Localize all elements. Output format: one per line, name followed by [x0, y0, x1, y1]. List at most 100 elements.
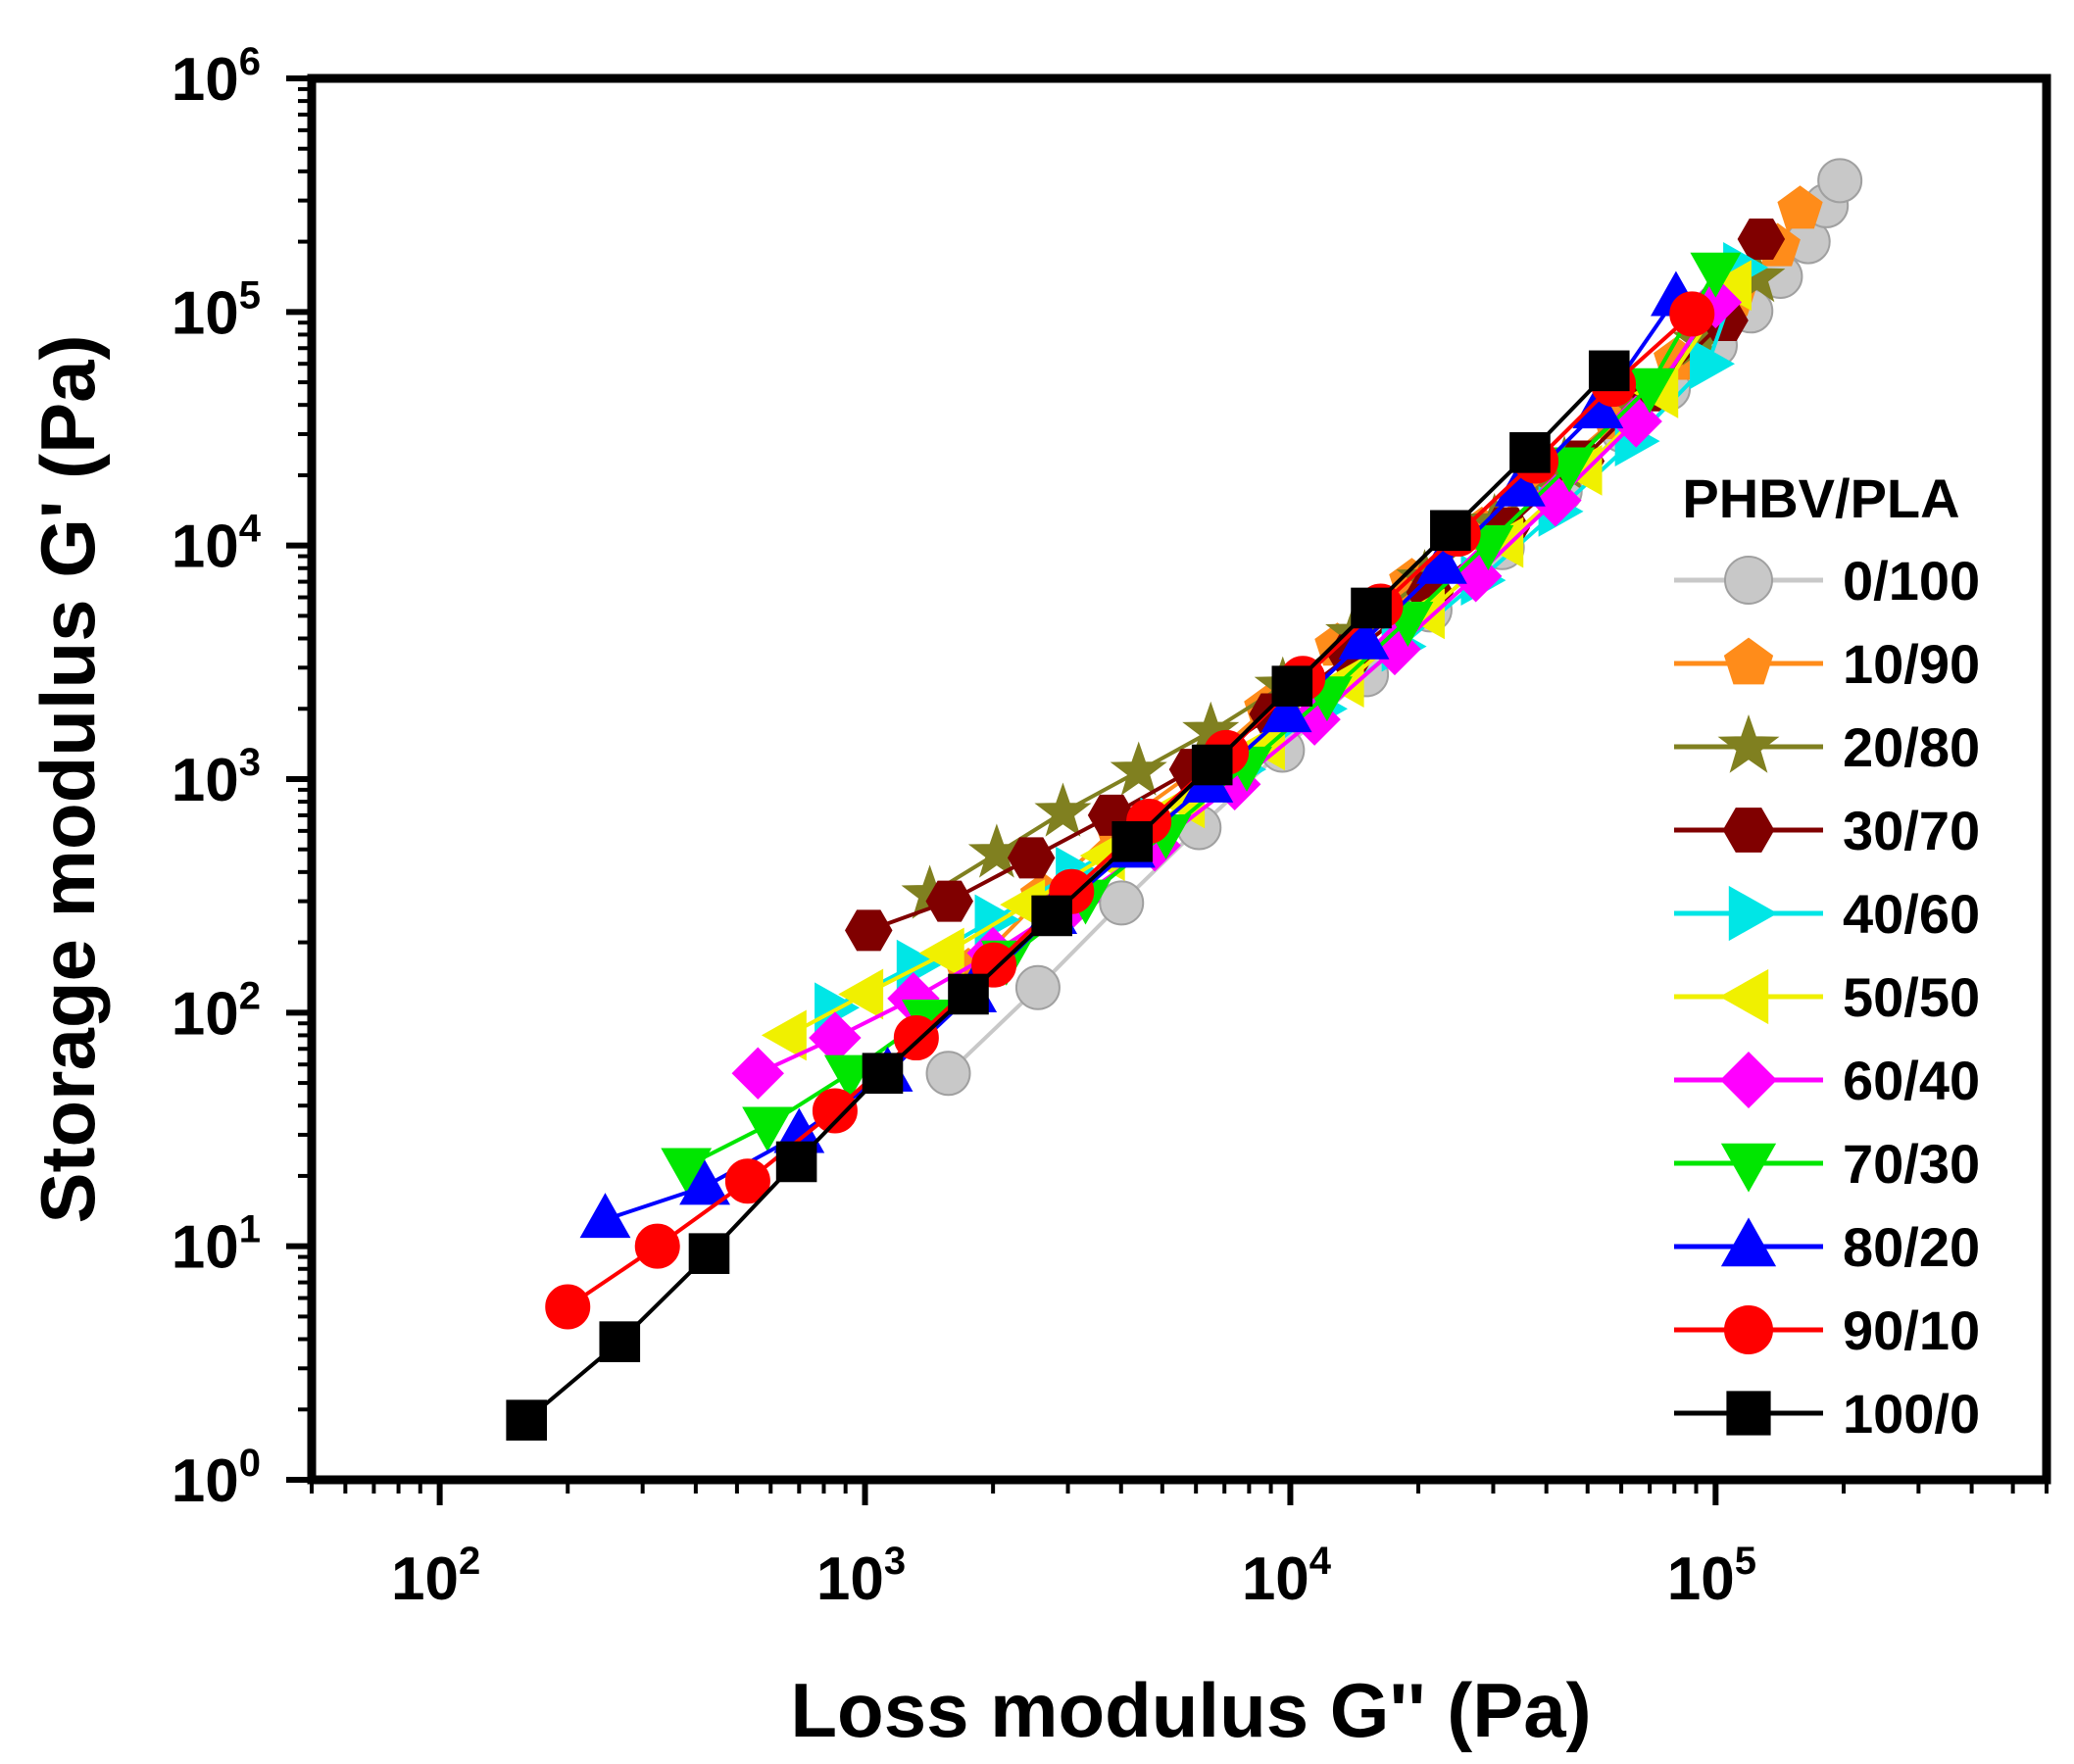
legend-swatch-marker [1720, 1143, 1777, 1193]
series-100-0-point [1351, 587, 1392, 629]
x-tick-label-base: 10 [816, 1545, 884, 1613]
legend-label: 80/20 [1843, 1216, 1980, 1278]
y-tick-label-base: 10 [172, 980, 239, 1048]
legend-swatch-marker [1722, 808, 1775, 853]
x-tick-label-exponent: 5 [1735, 1540, 1756, 1583]
series-100-0-point [1509, 432, 1551, 473]
legend-item-40-60: 40/60 [1674, 883, 1980, 945]
legend-title: PHBV/PLA [1682, 467, 1959, 529]
y-tick-label-base: 10 [172, 747, 239, 814]
series-40-60-point [1690, 338, 1735, 390]
y-tick-label: 102 [172, 974, 261, 1048]
legend-label: 0/100 [1843, 550, 1980, 612]
legend-label: 70/30 [1843, 1133, 1980, 1195]
legend-item-90-10: 90/10 [1674, 1299, 1980, 1361]
series-90-10-point [724, 1158, 770, 1204]
legend-item-70-30: 70/30 [1674, 1133, 1980, 1195]
legend-item-10-90: 10/90 [1674, 633, 1980, 695]
legend-item-50-50: 50/50 [1674, 966, 1980, 1028]
series-60-40-point [731, 1047, 784, 1100]
legend-items: 0/100 10/90 20/80 30/70 40/60 50/50 60/40 70/30… [1674, 550, 1980, 1445]
series-100-0-point [1271, 665, 1313, 707]
y-tick-label-exponent: 3 [239, 741, 261, 784]
series-30-70-point [925, 880, 973, 922]
y-tick-label: 103 [172, 741, 261, 814]
series-30-70-point [1007, 837, 1056, 879]
legend-swatch-marker [1717, 713, 1780, 773]
series-30-70-point [845, 909, 893, 952]
legend-item-80-20: 80/20 [1674, 1216, 1980, 1278]
series-80-20-point [579, 1193, 631, 1239]
x-tick-label: 105 [1667, 1540, 1756, 1613]
x-tick-label-base: 10 [391, 1545, 459, 1613]
y-tick-label-base: 10 [172, 279, 239, 347]
series-90-10-point [634, 1223, 680, 1269]
series-20-80-point [1110, 741, 1167, 796]
y-tick-label-exponent: 2 [239, 974, 261, 1017]
series-70-30-point [661, 1148, 713, 1194]
legend-label: 20/80 [1843, 716, 1980, 778]
legend-item-0-100: 0/100 [1674, 550, 1980, 612]
series-100-0-point [506, 1399, 547, 1441]
legend-label: 100/0 [1843, 1383, 1980, 1445]
legend-label: 10/90 [1843, 633, 1980, 695]
legend-swatch-marker [1723, 637, 1774, 685]
series-100-0-point [599, 1321, 641, 1362]
legend-item-60-40: 60/40 [1674, 1050, 1980, 1111]
series-100-0-point [1031, 895, 1072, 937]
legend-swatch-marker [1719, 968, 1769, 1025]
legend-swatch-marker [1726, 1391, 1771, 1436]
series-0-100-point [1817, 158, 1863, 204]
series-70-30-point [1690, 252, 1742, 298]
series-100-0-point [1430, 510, 1471, 552]
x-tick-label-base: 10 [1667, 1545, 1735, 1613]
y-tick-label-exponent: 5 [239, 273, 261, 317]
plot-frame [307, 74, 2051, 1485]
y-tick-label-exponent: 6 [239, 40, 261, 83]
y-tick-label-base: 10 [172, 514, 239, 581]
x-tick-label: 104 [1242, 1540, 1332, 1613]
y-tick-label: 104 [172, 508, 262, 581]
series-100-0-point [1191, 744, 1233, 786]
series-70-30-point [823, 1054, 875, 1101]
series-90-10-point [812, 1088, 858, 1134]
series-100-0 [506, 350, 1630, 1441]
series-100-0-point [1588, 350, 1630, 392]
legend-label: 40/60 [1843, 883, 1980, 945]
series-50-50-point [918, 927, 964, 979]
legend-item-100-0: 100/0 [1674, 1383, 1980, 1445]
series-100-0-point [862, 1053, 904, 1095]
legend-item-30-70: 30/70 [1674, 800, 1980, 861]
legend-label: 90/10 [1843, 1299, 1980, 1361]
series-70-30-point [1624, 368, 1676, 414]
series-10-90-point [1777, 185, 1823, 229]
y-tick-label: 101 [172, 1208, 261, 1282]
series-80-20-point [1260, 687, 1312, 733]
series-90-10-point [545, 1284, 591, 1330]
series-100-0-point [1111, 820, 1153, 862]
x-tick-label-exponent: 3 [884, 1540, 906, 1583]
x-tick-label-exponent: 4 [1309, 1540, 1332, 1583]
series-0-100-point [1099, 880, 1145, 926]
y-tick-label: 100 [172, 1442, 261, 1515]
y-tick-label-exponent: 0 [239, 1442, 261, 1485]
legend-label: 50/50 [1843, 966, 1980, 1028]
x-tick-label-exponent: 2 [459, 1540, 480, 1583]
legend: PHBV/PLA 0/100 10/90 20/80 30/70 40/60 50/50 6… [1674, 467, 1980, 1445]
series-90-10-point [1669, 291, 1715, 337]
series-80-20-point [1338, 613, 1390, 660]
legend-swatch-marker [1719, 1051, 1778, 1109]
x-tick-label-base: 10 [1242, 1545, 1309, 1613]
legend-swatch-marker [1728, 885, 1778, 942]
series-0-100-point [1014, 964, 1061, 1010]
legend-label: 30/70 [1843, 800, 1980, 861]
legend-item-20-80: 20/80 [1674, 713, 1980, 778]
y-tick-label-exponent: 1 [239, 1208, 261, 1251]
data-series [506, 158, 1863, 1441]
series-80-20-point [679, 1159, 730, 1205]
series-50-50-point [761, 1009, 807, 1061]
series-100-0-point [775, 1141, 817, 1183]
y-axis-label: Storage modulus G' (Pa) [25, 335, 111, 1224]
